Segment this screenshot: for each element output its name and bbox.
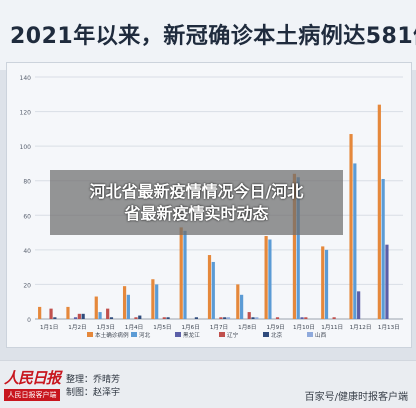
- x-tick-label: 1月10日: [293, 324, 315, 331]
- bar: [155, 284, 159, 319]
- bar: [81, 313, 85, 319]
- source-credit: 百家号/健康时报客户端: [304, 392, 408, 403]
- bar: [98, 312, 102, 319]
- legend-swatch: [219, 332, 225, 337]
- credits: 整理：乔晴芳 制图：赵泽宇: [66, 374, 120, 400]
- bar: [66, 306, 70, 319]
- x-tick-label: 1月13日: [378, 324, 400, 331]
- y-tick-label: 60: [23, 213, 31, 220]
- bar: [219, 317, 223, 319]
- bar: [122, 286, 127, 319]
- legend-swatch: [175, 332, 181, 337]
- legend-label: 山西: [315, 331, 327, 339]
- bar: [211, 261, 215, 319]
- bar: [49, 308, 53, 319]
- x-tick-label: 1月11日: [321, 324, 343, 331]
- overlay-line-2: 省最新疫情实时动态: [124, 203, 269, 223]
- bar: [292, 173, 297, 319]
- bar: [247, 312, 251, 319]
- overlay-caption: 河北省最新疫情情况今日/河北 省最新疫情实时动态: [50, 170, 343, 235]
- bar: [385, 244, 389, 319]
- bar: [236, 284, 240, 319]
- bar: [349, 134, 353, 319]
- y-tick-label: 100: [20, 144, 32, 151]
- bar: [240, 294, 244, 319]
- bar: [353, 163, 357, 319]
- bar: [332, 317, 336, 319]
- bar: [324, 249, 329, 319]
- legend-label: 河北: [139, 331, 151, 339]
- bar: [296, 177, 300, 319]
- bar-chart: 0 20 40 60 80 100 120 140 1月1日 1月2日 1月3日 1月4日 1月5日 1月…: [20, 75, 403, 339]
- y-tick-label: 20: [23, 282, 31, 289]
- bar: [300, 317, 304, 319]
- legend-swatch: [263, 332, 269, 337]
- bar: [357, 291, 361, 319]
- bar: [255, 317, 259, 319]
- y-tick-label: 120: [20, 110, 32, 117]
- bar: [268, 239, 272, 319]
- logo-wordmark: 人民日报: [4, 369, 61, 387]
- newspaper-logo: 人民日报 人民日报客户端: [4, 367, 61, 401]
- legend-label: 本土确诊病例: [95, 331, 129, 339]
- x-tick-label: 1月2日: [68, 324, 86, 331]
- bar: [183, 230, 187, 319]
- footer: 人民日报 人民日报客户端 整理：乔晴芳 制图：赵泽宇 百家号/健康时报客户端: [0, 360, 416, 408]
- bar: [207, 255, 212, 319]
- bar: [138, 315, 142, 319]
- x-tick-label: 1月4日: [125, 324, 143, 331]
- bar: [73, 317, 78, 319]
- bar: [381, 178, 385, 319]
- x-tick-label: 1月1日: [40, 324, 58, 331]
- bar: [109, 317, 114, 319]
- bar: [94, 296, 98, 319]
- bar: [321, 246, 325, 319]
- bar: [264, 236, 268, 319]
- bar: [251, 317, 255, 319]
- designer-credit: 制图：赵泽宇: [66, 388, 121, 398]
- x-tick-label: 1月5日: [153, 324, 171, 331]
- bar: [304, 317, 308, 319]
- bar: [106, 308, 110, 319]
- x-tick-label: 1月7日: [210, 324, 228, 331]
- x-tick-label: 1月3日: [97, 324, 115, 331]
- legend-swatch: [131, 332, 137, 337]
- x-tick-label: 1月9日: [266, 324, 284, 331]
- bar: [126, 294, 130, 319]
- bar: [194, 317, 198, 319]
- page-title: 2021年以来，新冠确诊本土病例达581例: [10, 24, 416, 49]
- y-tick-label: 140: [20, 75, 32, 82]
- overlay-line-1: 河北省最新疫情情况今日/河北: [89, 181, 304, 201]
- bar: [275, 317, 280, 319]
- bar: [223, 317, 227, 319]
- bar: [151, 279, 155, 319]
- logo-subtitle: 人民日报客户端: [4, 389, 60, 401]
- bar: [53, 317, 57, 319]
- bar: [134, 317, 138, 319]
- legend-swatch: [87, 332, 93, 337]
- y-tick-label: 0: [27, 317, 31, 324]
- bar: [162, 317, 166, 319]
- bar: [226, 317, 231, 319]
- legend-swatch: [307, 332, 313, 337]
- y-tick-label: 80: [23, 179, 31, 186]
- y-tick-label: 40: [23, 248, 31, 255]
- bar: [166, 317, 170, 319]
- x-tick-label: 1月12日: [350, 324, 372, 331]
- x-tick-label: 1月8日: [238, 324, 256, 331]
- bar: [77, 313, 81, 319]
- legend-label: 黑龙江: [183, 331, 200, 339]
- legend-label: 辽宁: [227, 331, 239, 339]
- bar: [179, 227, 183, 319]
- bar: [377, 104, 381, 320]
- bar: [38, 306, 42, 319]
- x-tick-label: 1月6日: [182, 324, 200, 331]
- editor-credit: 整理：乔晴芳: [66, 375, 121, 385]
- legend-label: 北京: [271, 331, 283, 339]
- headline-banner: 2021年以来，新冠确诊本土病例达581例: [0, 0, 416, 70]
